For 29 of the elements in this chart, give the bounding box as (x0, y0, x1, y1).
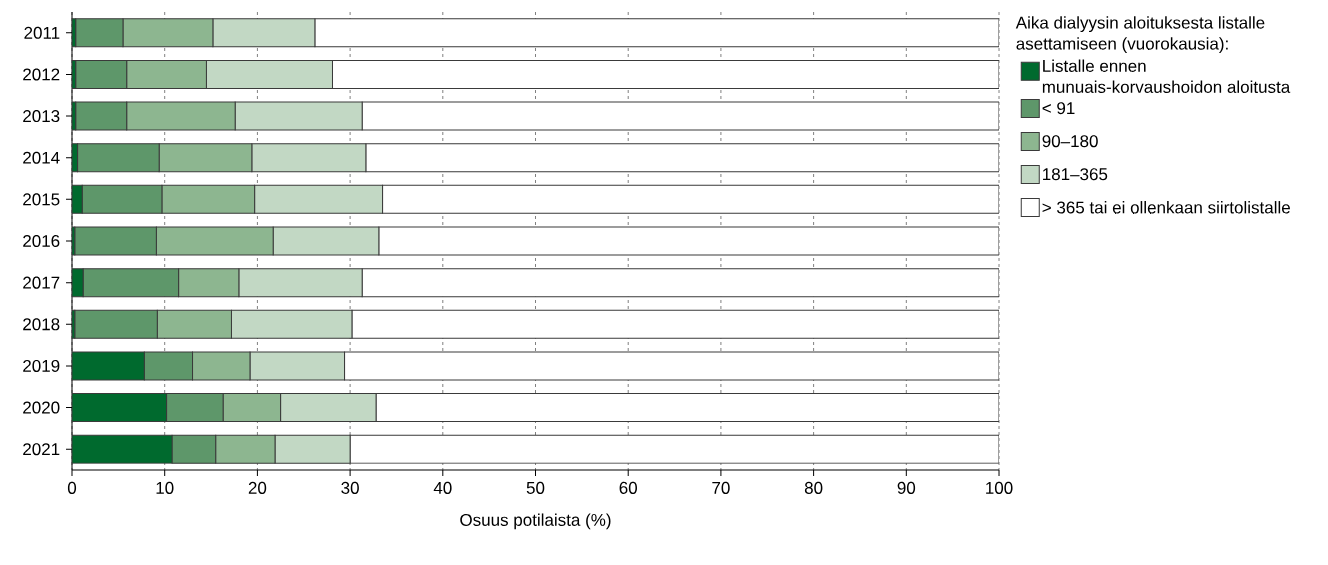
x-tick-label: 40 (433, 481, 452, 494)
y-tick-label: 2016 (23, 234, 60, 248)
x-tick-label: 10 (156, 481, 174, 494)
x-tick-label: 20 (248, 481, 267, 494)
legend-label: 90–180 (1042, 135, 1098, 148)
legend-title: Aika dialyysin aloituksesta listalle asettamiseen (vuorokausia): (1015, 16, 1265, 54)
y-tick-label: 2013 (23, 110, 60, 123)
x-tick-label: 30 (341, 481, 359, 494)
y-tick-label: 2014 (23, 151, 60, 164)
y-tick-label: 2015 (23, 193, 60, 206)
x-tick-label: 80 (804, 481, 823, 494)
x-tick-label: 70 (712, 481, 730, 494)
legend-label: Listalle ennen munuais-korvaushoidon aloitusta (1042, 59, 1291, 93)
y-tick-label: 2017 (23, 276, 60, 289)
x-tick-label: 60 (619, 481, 637, 494)
y-tick-label: 2019 (23, 359, 60, 372)
x-tick-label: 50 (526, 481, 545, 494)
x-axis-title: Osuus potilaista (%) (460, 513, 611, 530)
y-tick-label: 2012 (23, 68, 60, 81)
y-tick-label: 2011 (24, 26, 60, 39)
legend-label: 181–365 (1043, 168, 1108, 181)
x-tick-label: 90 (897, 481, 916, 494)
y-tick-label: 2021 (23, 443, 60, 456)
legend-label: < 91 (1042, 102, 1075, 115)
y-tick-label: 2018 (23, 318, 60, 331)
x-tick-label: 100 (986, 481, 1013, 494)
x-tick-label: 0 (67, 481, 77, 494)
y-tick-label: 2020 (23, 401, 60, 414)
legend-label: > 365 tai ei ollenkaan siirtolistalle (1042, 201, 1290, 214)
